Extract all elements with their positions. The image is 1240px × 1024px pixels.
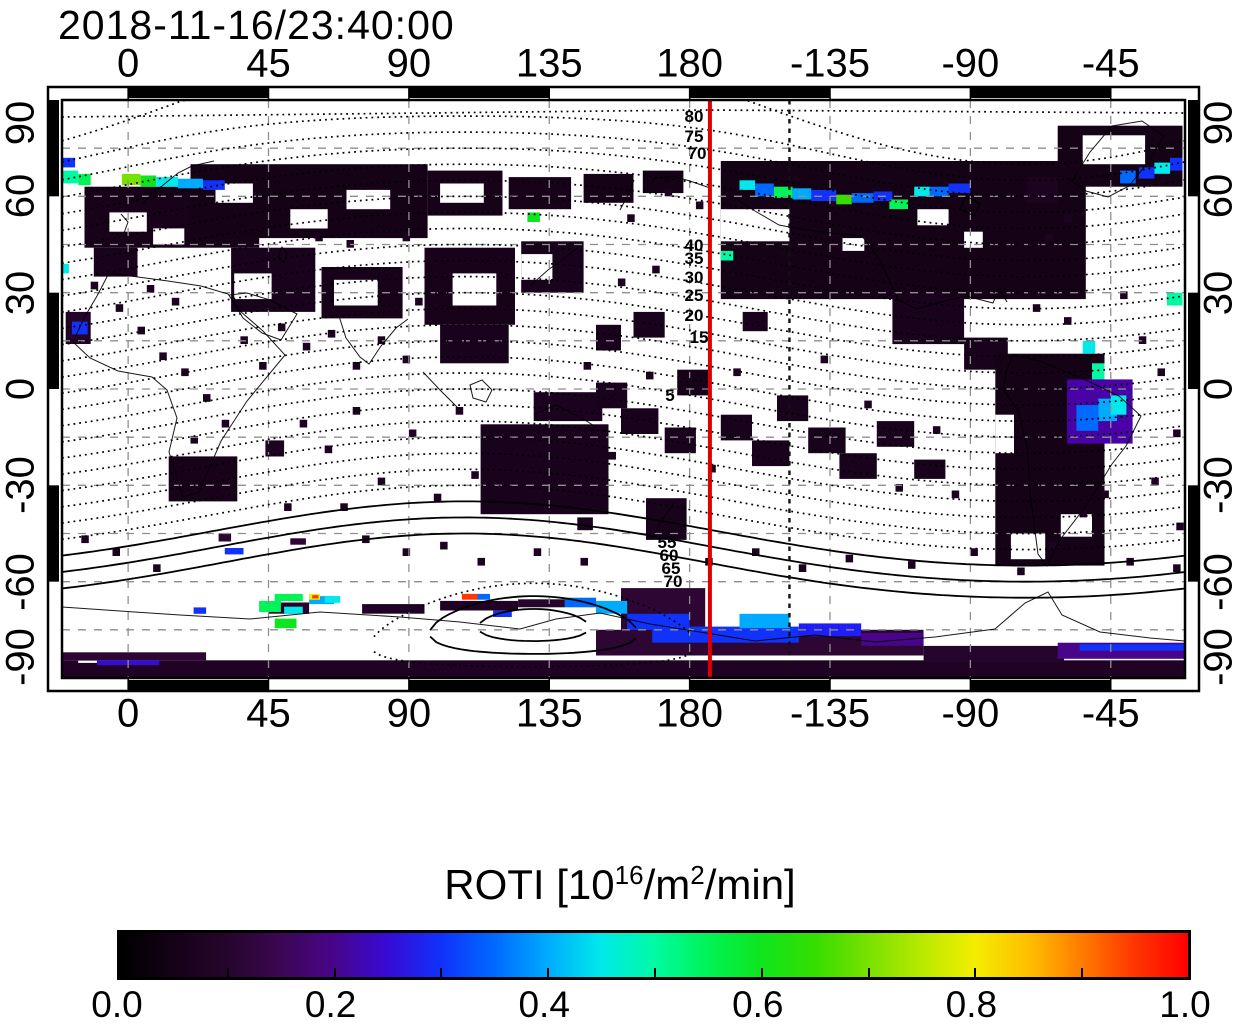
top-lon-tick-label: 90 [386,41,432,86]
colorbar-minor-tick [547,968,550,977]
colorbar-gradient [117,930,1191,980]
left-lat-tick-label: 0 [0,377,43,401]
left-lat-tick-label: -60 [0,552,43,611]
top-lon-tick-label: -90 [941,41,1000,86]
svg-text:80: 80 [685,107,704,126]
left-lat-tick-label: 90 [0,100,43,146]
svg-text:20: 20 [685,306,704,325]
colorbar-minor-tick [226,968,229,977]
colorbar-minor-tick [867,968,870,977]
colorbar-minor-tick [974,968,977,977]
left-lat-tick-label: 30 [0,270,43,315]
svg-text:5: 5 [665,386,674,405]
svg-text:15: 15 [690,328,709,347]
svg-text:35: 35 [685,249,704,268]
magnetic-latitude-solid-contours [62,500,1185,655]
svg-text:70: 70 [664,572,683,591]
svg-text:55: 55 [658,533,677,552]
colorbar-tick-label: 0.0 [91,984,143,1024]
coastlines [62,120,1185,643]
bottom-lon-tick-label: -135 [789,691,871,736]
right-lat-tick-label: 0 [1196,377,1240,401]
svg-text:30: 30 [685,268,704,287]
bottom-lon-tick-label: 180 [656,691,723,736]
left-lat-tick-label: -30 [0,456,43,515]
right-lat-tick-label: 90 [1196,100,1240,146]
colorbar-minor-tick [333,968,336,977]
top-lon-tick-label: -45 [1081,41,1140,86]
bottom-lon-tick-label: 0 [117,691,140,736]
top-lon-tick-label: -135 [789,41,871,86]
left-lat-tick-label: 60 [0,174,43,219]
right-lat-tick-label: -60 [1196,552,1240,611]
timestamp-label: 2018-11-16/23:40:00 [58,2,455,48]
bottom-lon-tick-label: 90 [386,691,432,736]
top-lon-tick-label: 45 [246,41,291,86]
map-frame [46,85,1201,693]
right-lat-tick-label: -30 [1196,456,1240,515]
right-lat-tick-label: -90 [1196,628,1240,686]
colorbar-tick-label: 0.6 [732,984,784,1024]
top-lon-tick-label: 135 [515,41,583,86]
top-lon-tick-label: 0 [117,41,140,86]
svg-text:25: 25 [685,286,704,305]
bottom-lon-tick-label: -90 [941,691,1000,736]
svg-text:60: 60 [660,546,679,565]
colorbar-title: ROTI [1016/m2/min] [444,860,796,908]
colorbar-minor-tick [654,968,656,977]
top-lon-tick-label: 180 [656,41,723,86]
colorbar-minor-tick [440,968,443,977]
colorbar-minor-tick [1081,968,1084,977]
right-lat-tick-label: 30 [1196,270,1240,315]
colorbar-minor-tick [760,968,763,977]
svg-text:65: 65 [662,559,681,578]
colorbar-tick-label: 0.2 [304,984,357,1024]
svg-text:75: 75 [685,127,704,146]
svg-text:70: 70 [688,144,707,163]
left-lat-tick-label: -90 [0,628,43,686]
colorbar-tick-label: 0.8 [945,984,998,1024]
right-lat-tick-label: 60 [1196,174,1240,219]
bottom-lon-tick-label: 45 [246,691,291,736]
colorbar-tick-label: 0.4 [518,984,570,1024]
svg-text:40: 40 [685,236,704,255]
bottom-lon-tick-label: -45 [1081,691,1140,736]
colorbar-tick-label: 1.0 [1159,984,1211,1024]
bottom-lon-tick-label: 135 [515,691,583,736]
magnetic-latitude-dotted-contours [62,100,1185,668]
